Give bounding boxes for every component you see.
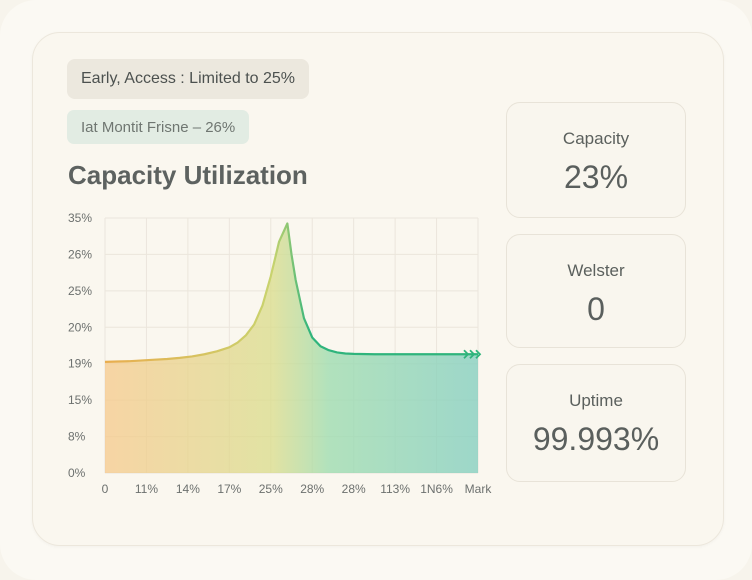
early-access-label: Early, Access : Limited to 25% <box>81 70 296 87</box>
y-tick-label: 25% <box>68 284 92 298</box>
y-tick-label: 15% <box>68 393 92 407</box>
series-area <box>105 223 478 473</box>
x-tick-label: 113% <box>380 482 410 496</box>
stat-value: 23% <box>563 159 629 195</box>
stat-value: 0 <box>587 291 605 327</box>
line-end-arrow-icon <box>463 349 470 359</box>
y-tick-label: 35% <box>68 211 92 225</box>
stat-card-uptime: Uptime 99.993% <box>506 364 686 482</box>
x-tick-label: 25% <box>259 482 283 496</box>
x-tick-label: 17% <box>217 482 241 496</box>
line-end-arrow-icon <box>469 349 476 359</box>
month-label: Iat Montit Frisne – 26% <box>81 118 236 136</box>
y-tick-label: 0% <box>68 466 86 480</box>
page-title: Capacity Utilization <box>68 160 308 190</box>
series-line <box>104 222 478 363</box>
x-axis: 0 11% 14% 17% 25% 28% 28% 113% 1N6% Mark <box>102 482 493 496</box>
stat-label: Uptime <box>569 391 623 410</box>
stat-card-capacity: Capacity 23% <box>506 102 686 218</box>
chart-plot <box>104 222 482 473</box>
stat-label: Capacity <box>562 129 630 148</box>
stat-label: Welster <box>567 261 625 280</box>
x-tick-label: 11% <box>135 482 158 496</box>
line-end-arrow-icon <box>475 349 482 359</box>
y-tick-label: 8% <box>68 430 86 444</box>
y-tick-label: 20% <box>68 320 92 334</box>
y-axis: 0% 8% 15% 19% 20% 25% 26% 35% <box>68 211 92 480</box>
stat-card-welster: Welster 0 <box>506 234 686 348</box>
stat-value: 99.993% <box>532 421 660 457</box>
x-tick-label: 0 <box>102 482 109 496</box>
y-tick-label: 26% <box>68 247 92 261</box>
x-tick-label: 28% <box>342 482 366 496</box>
capacity-chart: 0% 8% 15% 19% 20% 25% 26% 35% 0 11% 14% 17% 25% 28% 2… <box>68 211 493 496</box>
x-tick-label: 1N6% <box>420 482 453 496</box>
early-access-badge: Early, Access : Limited to 25% <box>67 59 310 99</box>
x-tick-label: 28% <box>300 482 324 496</box>
y-tick-label: 19% <box>68 357 92 371</box>
month-badge: Iat Montit Frisne – 26% <box>67 110 250 144</box>
x-tick-label: Mark <box>465 482 493 496</box>
x-tick-label: 14% <box>176 482 200 496</box>
